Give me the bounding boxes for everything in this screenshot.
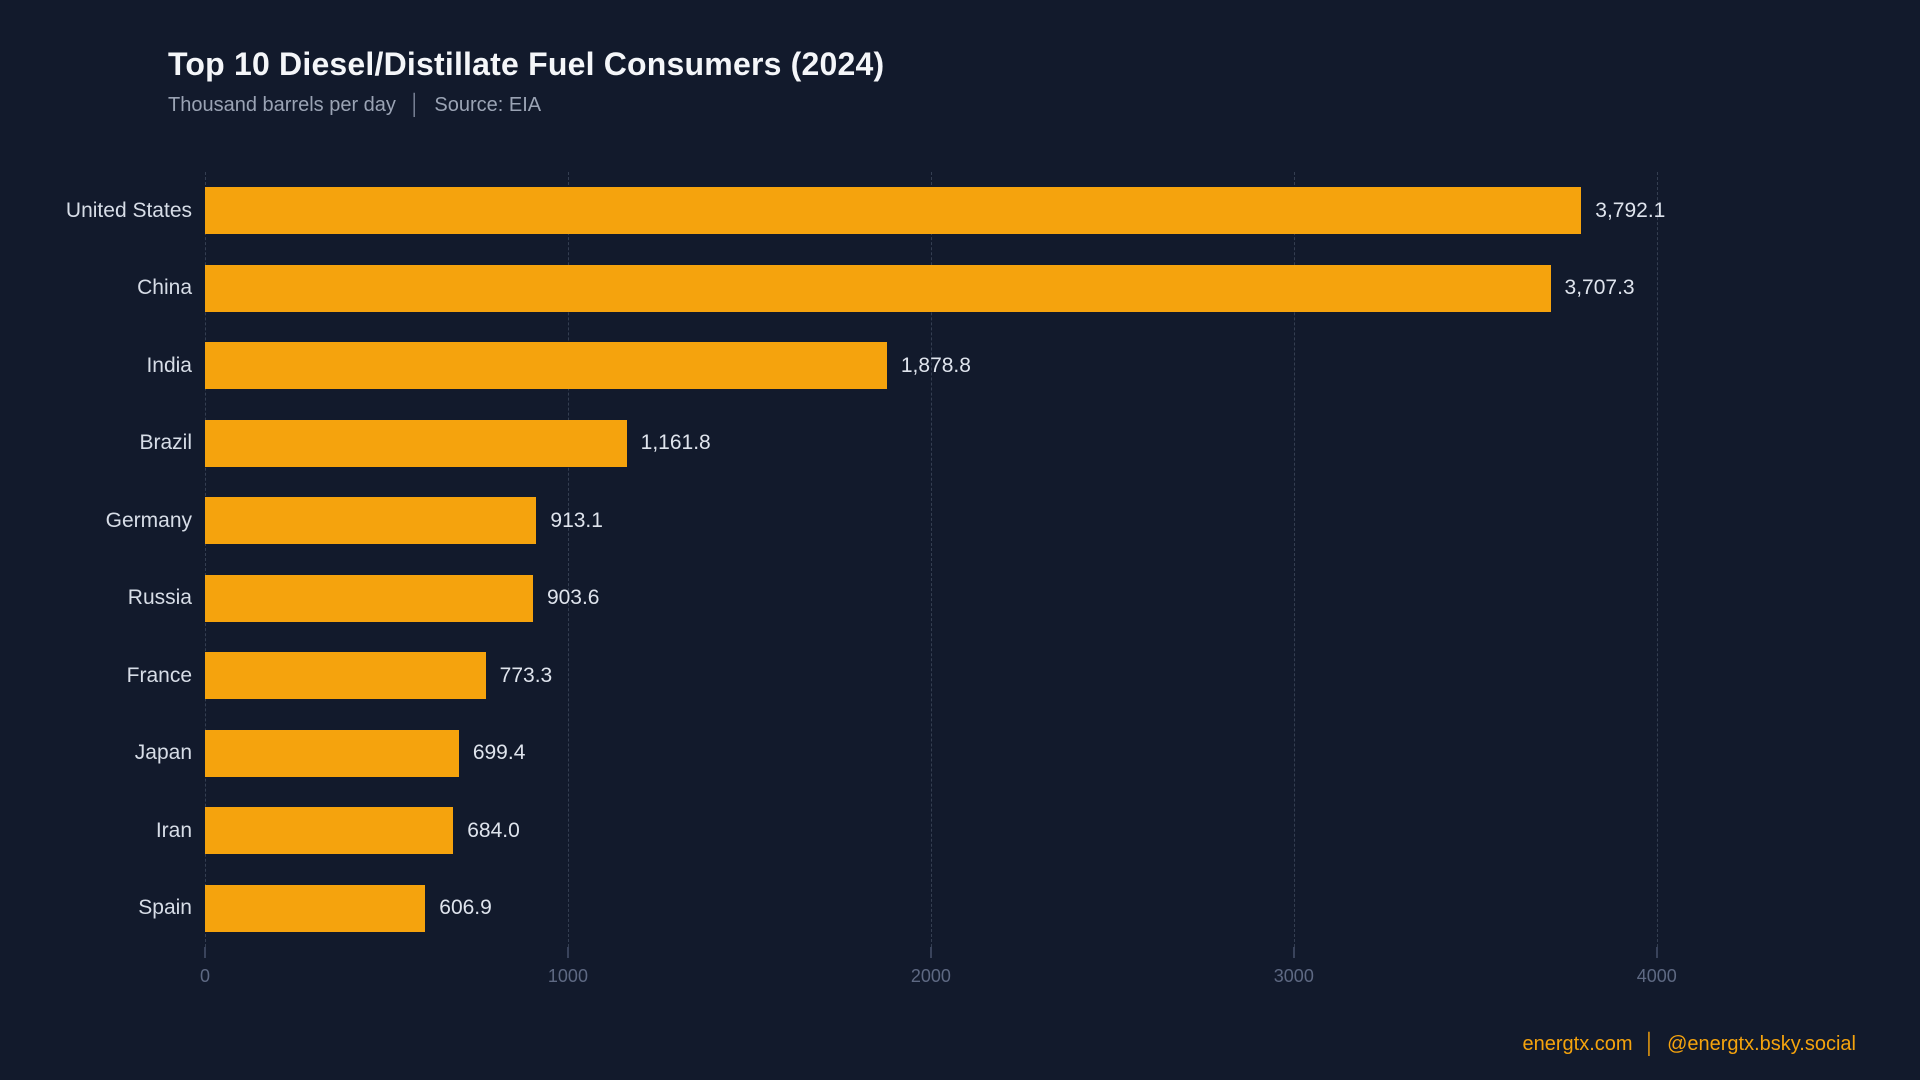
x-tick-0 bbox=[204, 947, 206, 958]
category-label: Brazil bbox=[139, 431, 192, 455]
bar-segment bbox=[205, 729, 459, 777]
value-label: 606.9 bbox=[439, 896, 492, 920]
value-label: 773.3 bbox=[499, 663, 553, 687]
x-tick-label-0: 0 bbox=[199, 966, 211, 986]
bar-segment bbox=[205, 652, 486, 700]
bar-row-1: China 3,707.3 bbox=[137, 250, 1860, 328]
bar-segment bbox=[205, 807, 454, 855]
footer-social: @energtx.bsky.social bbox=[1667, 1033, 1856, 1055]
category-label: China bbox=[137, 276, 192, 300]
x-tick-label-4000: 4000 bbox=[1636, 966, 1677, 986]
bar-segment bbox=[205, 419, 627, 467]
gridline-2000 bbox=[930, 172, 932, 947]
value-label: 3,707.3 bbox=[1564, 276, 1635, 300]
bar-row-7: Japan 699.4 bbox=[135, 715, 1860, 793]
bar-row-2: India 1,878.8 bbox=[146, 327, 1860, 405]
value-label: 1,161.8 bbox=[640, 431, 711, 455]
footer-website: energtx.com bbox=[1522, 1033, 1633, 1055]
bar-segment bbox=[205, 574, 533, 622]
bar-row-6: France 773.3 bbox=[127, 637, 1860, 715]
value-label: 913.1 bbox=[550, 508, 603, 532]
bar-segment bbox=[205, 497, 537, 545]
bar-segment bbox=[205, 264, 1551, 312]
bar-rows: United States 3,792.1 China 3,707.3 India 1,8… bbox=[66, 172, 1860, 948]
gridline-4000 bbox=[1656, 172, 1658, 947]
bar-row-3: Brazil 1,161.8 bbox=[139, 405, 1860, 483]
chart-header: Top 10 Diesel/Distillate Fuel Consumers … bbox=[168, 46, 884, 117]
gridline-3000 bbox=[1293, 172, 1295, 947]
bar-segment bbox=[205, 187, 1582, 235]
chart-title: Top 10 Diesel/Distillate Fuel Consumers … bbox=[168, 46, 885, 82]
plot-area: United States 3,792.1 China 3,707.3 India 1,8… bbox=[66, 172, 1860, 948]
x-tick-label-2000: 2000 bbox=[910, 966, 951, 986]
value-label: 699.4 bbox=[472, 741, 526, 765]
category-label: India bbox=[146, 353, 192, 377]
category-label: Russia bbox=[127, 586, 192, 610]
category-label: Iran bbox=[155, 818, 192, 842]
subtitle-unit: Thousand barrels per day bbox=[168, 94, 396, 116]
value-label: 684.0 bbox=[467, 818, 520, 842]
attribution-footer: energtx.com │ @energtx.bsky.social bbox=[1523, 1033, 1856, 1056]
category-label: Japan bbox=[134, 741, 192, 765]
category-label: Germany bbox=[105, 508, 192, 532]
value-label: 3,792.1 bbox=[1595, 198, 1666, 222]
category-label: Spain bbox=[138, 896, 192, 920]
gridline-1000 bbox=[567, 172, 569, 947]
bar-segment bbox=[205, 884, 426, 932]
x-tick-label-1000: 1000 bbox=[547, 966, 588, 986]
bar-row-8: Iran 684.0 bbox=[156, 792, 1860, 870]
value-label: 1,878.8 bbox=[900, 353, 971, 377]
bar-row-9: Spain 606.9 bbox=[138, 870, 1860, 948]
bar-row-5: Russia 903.6 bbox=[128, 560, 1860, 638]
footer-separator: │ bbox=[1643, 1033, 1657, 1055]
category-label: United States bbox=[65, 198, 192, 222]
value-label: 903.6 bbox=[546, 586, 600, 610]
category-label: France bbox=[126, 663, 192, 687]
bar-row-0: United States 3,792.1 bbox=[66, 172, 1860, 250]
subtitle-separator: │ bbox=[408, 94, 422, 116]
chart-subtitle: Thousand barrels per day │ Source: EIA bbox=[168, 94, 884, 117]
x-tick-label-3000: 3000 bbox=[1273, 966, 1314, 986]
x-tick-4000 bbox=[1655, 947, 1658, 958]
x-tick-1000 bbox=[566, 947, 569, 958]
bar-segment bbox=[205, 342, 887, 390]
x-axis: 0 1000 2000 3000 4000 bbox=[200, 947, 1860, 1007]
subtitle-source: Source: EIA bbox=[434, 94, 542, 116]
x-tick-2000 bbox=[929, 947, 932, 958]
gridline-0 bbox=[205, 172, 206, 947]
x-tick-3000 bbox=[1292, 947, 1295, 958]
bar-row-4: Germany 913.1 bbox=[106, 482, 1860, 560]
